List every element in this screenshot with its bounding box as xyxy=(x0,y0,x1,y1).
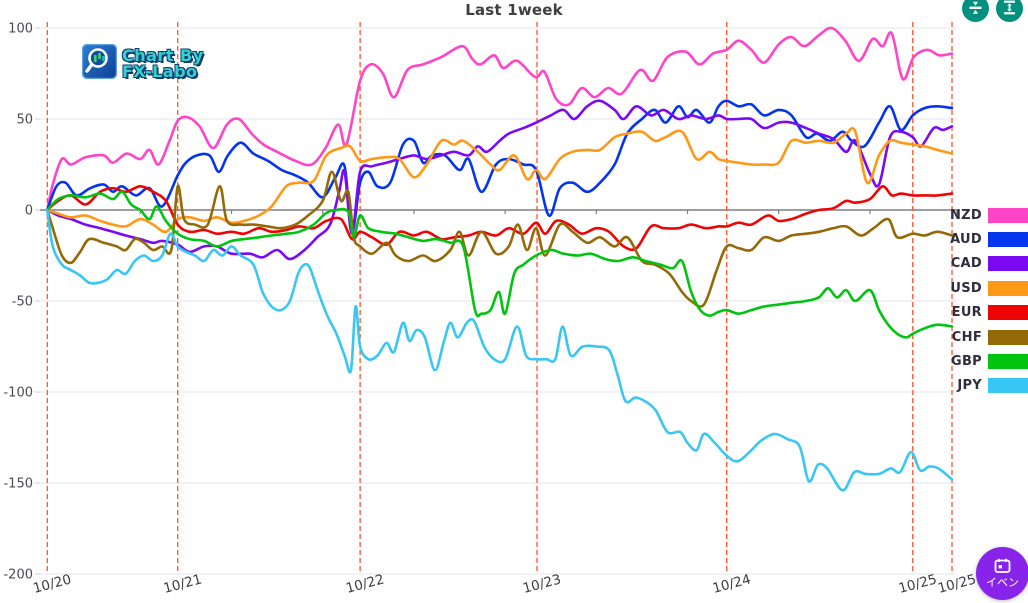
expand-vertical-button[interactable] xyxy=(996,0,1023,22)
svg-text:-100: -100 xyxy=(3,386,33,401)
svg-text:10/20: 10/20 xyxy=(31,571,73,597)
series-line-CAD xyxy=(46,99,954,261)
compress-vertical-icon xyxy=(967,0,984,19)
legend-label: AUD xyxy=(950,232,982,248)
legend-item-CHF[interactable]: CHF xyxy=(948,325,1028,349)
legend-label: NZD xyxy=(950,207,982,223)
legend-label: EUR xyxy=(951,305,982,321)
svg-text:0: 0 xyxy=(25,204,33,219)
legend-label: CAD xyxy=(950,256,982,272)
brand-logo: Chart By FX-Labo xyxy=(81,43,204,83)
series-line-GBP xyxy=(46,190,954,339)
legend-label: USD xyxy=(950,280,982,296)
legend-label: JPY xyxy=(957,378,982,394)
event-fab[interactable]: イベン xyxy=(976,547,1028,600)
svg-text:10/21: 10/21 xyxy=(162,571,204,597)
date-gridlines xyxy=(46,22,953,574)
series-line-USD xyxy=(46,126,954,234)
legend-item-GBP[interactable]: GBP xyxy=(948,349,1028,373)
legend-label: CHF xyxy=(951,329,982,345)
series-line-JPY xyxy=(46,208,954,492)
legend-item-JPY[interactable]: JPY xyxy=(948,374,1028,398)
legend-swatch xyxy=(988,354,1028,370)
legend-swatch xyxy=(988,378,1028,394)
gridlines xyxy=(35,27,958,575)
legend-swatch xyxy=(988,305,1028,321)
svg-text:-150: -150 xyxy=(3,477,33,492)
legend-item-USD[interactable]: USD xyxy=(948,276,1028,300)
svg-text:100: 100 xyxy=(8,22,33,37)
calendar-icon xyxy=(994,558,1011,576)
legend-swatch xyxy=(988,207,1028,223)
page-title: Last 1week xyxy=(465,1,563,19)
legend-swatch xyxy=(988,329,1028,345)
legend-swatch xyxy=(988,256,1028,272)
expand-vertical-icon xyxy=(1001,0,1018,19)
svg-text:-200: -200 xyxy=(3,568,33,583)
svg-text:50: 50 xyxy=(16,113,33,128)
series-line-CHF xyxy=(46,170,954,308)
legend-swatch xyxy=(988,280,1028,296)
logo-text: Chart By FX-Labo xyxy=(122,45,204,81)
legend-item-AUD[interactable]: AUD xyxy=(948,227,1028,251)
legend-item-EUR[interactable]: EUR xyxy=(948,301,1028,325)
svg-text:10/24: 10/24 xyxy=(711,571,753,597)
legend-label: GBP xyxy=(950,354,982,370)
chart-legend: NZD AUD CAD USD EUR CHF GBP JPY xyxy=(948,203,1028,398)
series-line-AUD xyxy=(46,99,954,234)
legend-item-NZD[interactable]: NZD xyxy=(948,203,1028,227)
compress-vertical-button[interactable] xyxy=(962,0,989,22)
svg-text:-50: -50 xyxy=(12,295,33,310)
svg-text:10/25: 10/25 xyxy=(897,571,939,597)
legend-item-CAD[interactable]: CAD xyxy=(948,252,1028,276)
svg-text:10/23: 10/23 xyxy=(521,571,563,597)
svg-text:10/25: 10/25 xyxy=(936,571,978,597)
legend-swatch xyxy=(988,232,1028,248)
series-line-EUR xyxy=(46,185,954,252)
svg-text:10/22: 10/22 xyxy=(344,571,386,597)
magnifier-chart-icon xyxy=(81,43,118,83)
series-lines xyxy=(46,26,954,492)
event-fab-label: イベン xyxy=(986,577,1019,589)
series-line-NZD xyxy=(46,26,954,212)
